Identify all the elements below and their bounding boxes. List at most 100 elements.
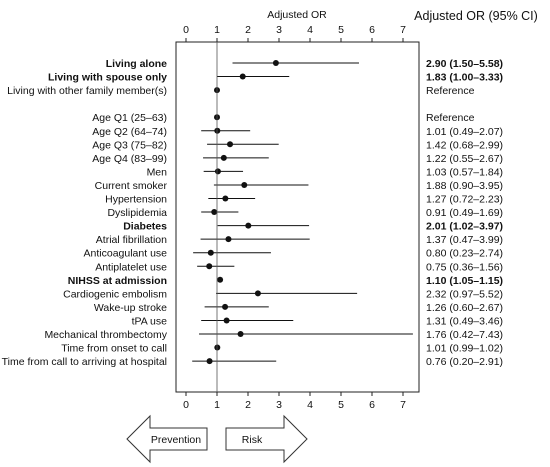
point-estimate — [245, 222, 252, 229]
forest-row: Diabetes 2.01 (1.02–3.97) — [123, 221, 503, 233]
ci-text: 1.01 (0.99–1.02) — [426, 343, 503, 355]
ci-text: 0.91 (0.49–1.69) — [426, 207, 503, 219]
risk-label: Risk — [242, 434, 263, 446]
row-label: Antiplatelet use — [95, 261, 167, 273]
top-tick-label: 2 — [245, 24, 251, 36]
row-label: Men — [147, 166, 168, 178]
ci-text: 1.76 (0.42–7.43) — [426, 329, 503, 341]
top-tick-label: 7 — [400, 24, 406, 36]
forest-row: Men 1.03 (0.57–1.84) — [147, 166, 504, 178]
bottom-tick-label: 0 — [183, 399, 189, 411]
point-estimate — [222, 303, 229, 310]
forest-row: Atrial fibrillation 1.37 (0.47–3.99) — [96, 234, 503, 246]
ci-text: 0.75 (0.36–1.56) — [426, 261, 503, 273]
bottom-tick-label: 4 — [307, 399, 313, 411]
ci-text: 2.90 (1.50–5.58) — [426, 58, 503, 70]
row-label: Time from onset to call — [61, 343, 167, 355]
forest-row: Hypertension 1.27 (0.72–2.23) — [105, 194, 503, 206]
top-tick-label: 0 — [183, 24, 189, 36]
point-estimate — [206, 358, 213, 365]
top-tick-label: 3 — [276, 24, 282, 36]
row-label: Diabetes — [123, 221, 167, 233]
row-label: Age Q1 (25–63) — [92, 112, 167, 124]
ci-text: 2.32 (0.97–5.52) — [426, 288, 503, 300]
point-estimate — [207, 249, 214, 256]
ci-text: 0.76 (0.20–2.91) — [426, 356, 503, 368]
forest-row: Living with spouse only 1.83 (1.00–3.33) — [48, 72, 503, 84]
point-estimate — [211, 209, 218, 216]
row-label: Age Q2 (64–74) — [92, 126, 167, 138]
prevention-arrow: Prevention — [126, 414, 208, 464]
forest-row: Age Q3 (75–82) 1.42 (0.68–2.99) — [92, 139, 503, 151]
forest-row: Mechanical thrombectomy 1.76 (0.42–7.43) — [44, 329, 503, 341]
point-estimate — [217, 276, 224, 283]
row-label: Dyslipidemia — [107, 207, 167, 219]
top-tick-label: 4 — [307, 24, 313, 36]
ci-text: 1.37 (0.47–3.99) — [426, 234, 503, 246]
row-label: Age Q4 (83–99) — [92, 153, 167, 165]
point-estimate — [237, 331, 244, 337]
row-label: tPA use — [132, 315, 168, 327]
ci-text: 1.83 (1.00–3.33) — [426, 72, 503, 84]
top-axis: 0 1 2 3 4 5 6 7 — [183, 24, 406, 42]
forest-row: Time from call to arriving at hospital 0.… — [2, 356, 503, 368]
bottom-axis: 0 1 2 3 4 5 6 7 — [183, 392, 406, 411]
ci-text: 2.01 (1.02–3.97) — [426, 221, 503, 233]
point-estimate — [254, 290, 261, 297]
point-estimate — [222, 195, 229, 202]
forest-row: Cardiogenic embolism 2.32 (0.97–5.52) — [63, 288, 503, 300]
row-label: Wake-up stroke — [94, 302, 167, 314]
row-label: NIHSS at admission — [68, 275, 167, 287]
risk-arrow: Risk — [225, 414, 308, 464]
forest-row: Wake-up stroke 1.26 (0.60–2.67) — [94, 302, 503, 314]
row-label: Atrial fibrillation — [96, 234, 167, 246]
forest-row: NIHSS at admission 1.10 (1.05–1.15) — [68, 275, 503, 287]
row-label: Living with spouse only — [48, 72, 167, 84]
axis-title: Adjusted OR — [267, 9, 327, 21]
top-tick-label: 6 — [369, 24, 375, 36]
ci-header: Adjusted OR (95% CI) — [414, 9, 538, 23]
row-label: Hypertension — [105, 194, 167, 206]
point-estimate — [225, 236, 232, 243]
forest-row: tPA use 1.31 (0.49–3.46) — [132, 315, 503, 327]
ci-text: 1.31 (0.49–3.46) — [426, 315, 503, 327]
bottom-tick-label: 2 — [245, 399, 251, 411]
ci-text: 1.10 (1.05–1.15) — [426, 275, 503, 287]
forest-row: Age Q4 (83–99) 1.22 (0.55–2.67) — [92, 153, 503, 165]
forest-row: Anticoagulant use 0.80 (0.23–2.74) — [84, 248, 504, 260]
row-label: Age Q3 (75–82) — [92, 139, 167, 151]
ci-text: 1.22 (0.55–2.67) — [426, 153, 503, 165]
point-estimate — [223, 317, 230, 324]
forest-row: Dyslipidemia 0.91 (0.49–1.69) — [107, 207, 503, 219]
row-label: Anticoagulant use — [84, 248, 168, 260]
row-label: Cardiogenic embolism — [63, 288, 167, 300]
row-label: Time from call to arriving at hospital — [2, 356, 167, 368]
forest-row: Living alone 2.90 (1.50–5.58) — [106, 58, 503, 70]
forest-row: Age Q1 (25–63) Reference — [92, 112, 474, 124]
forest-rows: Living alone 2.90 (1.50–5.58) Living with … — [2, 58, 503, 368]
point-estimate — [241, 181, 248, 188]
ci-text: Reference — [426, 112, 475, 124]
bottom-tick-label: 3 — [276, 399, 282, 411]
ci-text: 1.88 (0.90–3.95) — [426, 180, 503, 192]
row-label: Living with other family member(s) — [7, 85, 167, 97]
point-estimate — [214, 168, 221, 175]
forest-row: Living with other family member(s) Refere… — [7, 85, 474, 97]
prevention-label: Prevention — [151, 434, 201, 446]
top-tick-label: 1 — [214, 24, 220, 36]
forest-row: Time from onset to call 1.01 (0.99–1.02) — [61, 343, 503, 355]
bottom-tick-label: 7 — [400, 399, 406, 411]
point-estimate — [272, 60, 279, 66]
ci-text: Reference — [426, 85, 475, 97]
point-estimate — [206, 263, 213, 270]
ci-text: 0.80 (0.23–2.74) — [426, 248, 503, 260]
point-estimate — [227, 141, 234, 148]
point-estimate — [239, 73, 246, 80]
ci-text: 1.26 (0.60–2.67) — [426, 302, 503, 314]
row-label: Living alone — [106, 58, 167, 70]
bottom-tick-label: 5 — [338, 399, 344, 411]
bottom-tick-label: 1 — [214, 399, 220, 411]
forest-row: Antiplatelet use 0.75 (0.36–1.56) — [95, 261, 503, 273]
plot-frame — [175, 41, 420, 393]
